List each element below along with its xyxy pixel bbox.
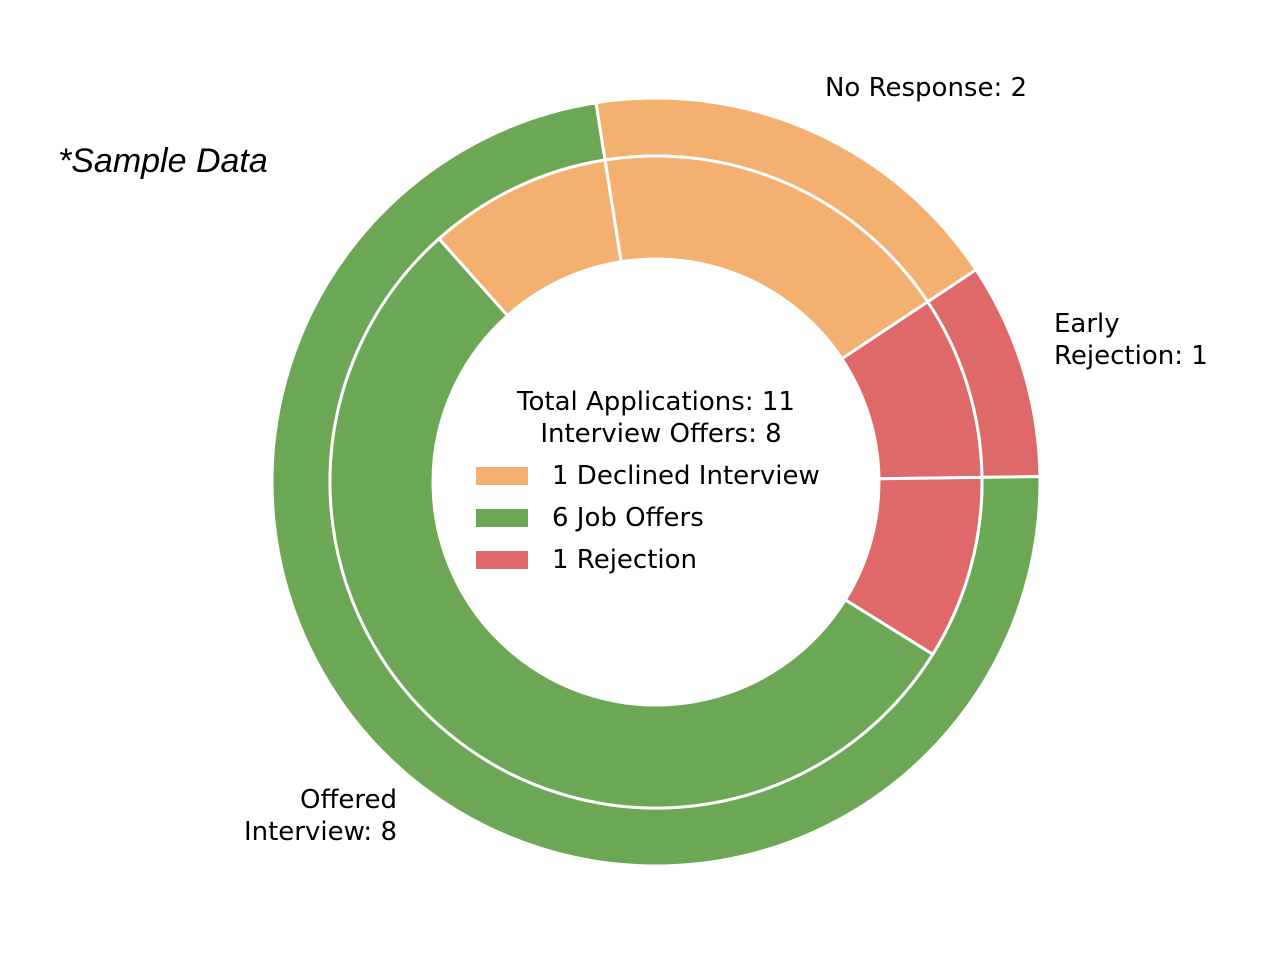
center-interview-offers: Interview Offers: 8	[540, 419, 781, 449]
inner-slice-declined-interview	[437, 158, 623, 318]
legend-swatch-rejection	[476, 551, 528, 569]
outer-label-offered-interview-line2: Interview: 8	[244, 817, 397, 847]
legend-swatch-declined-interview	[476, 467, 528, 485]
outer-label-early-rejection-line1: Early	[1054, 309, 1120, 339]
legend-label-rejection: 1 Rejection	[552, 545, 697, 575]
legend: 1 Declined Interview 6 Job Offers 1 Reje…	[476, 461, 820, 575]
outer-label-no-response: No Response: 2	[825, 73, 1027, 103]
outer-label-offered-interview-line1: Offered	[300, 785, 397, 815]
inner-ring	[328, 154, 984, 810]
center-total-applications: Total Applications: 11	[516, 387, 795, 417]
inner-slice-job-offers	[328, 237, 935, 810]
legend-swatch-job-offers	[476, 509, 528, 527]
legend-label-declined-interview: 1 Declined Interview	[552, 461, 820, 491]
legend-label-job-offers: 6 Job Offers	[552, 503, 704, 533]
sample-data-watermark: *Sample Data	[58, 142, 268, 180]
outer-label-early-rejection-line2: Rejection: 1	[1054, 341, 1208, 371]
